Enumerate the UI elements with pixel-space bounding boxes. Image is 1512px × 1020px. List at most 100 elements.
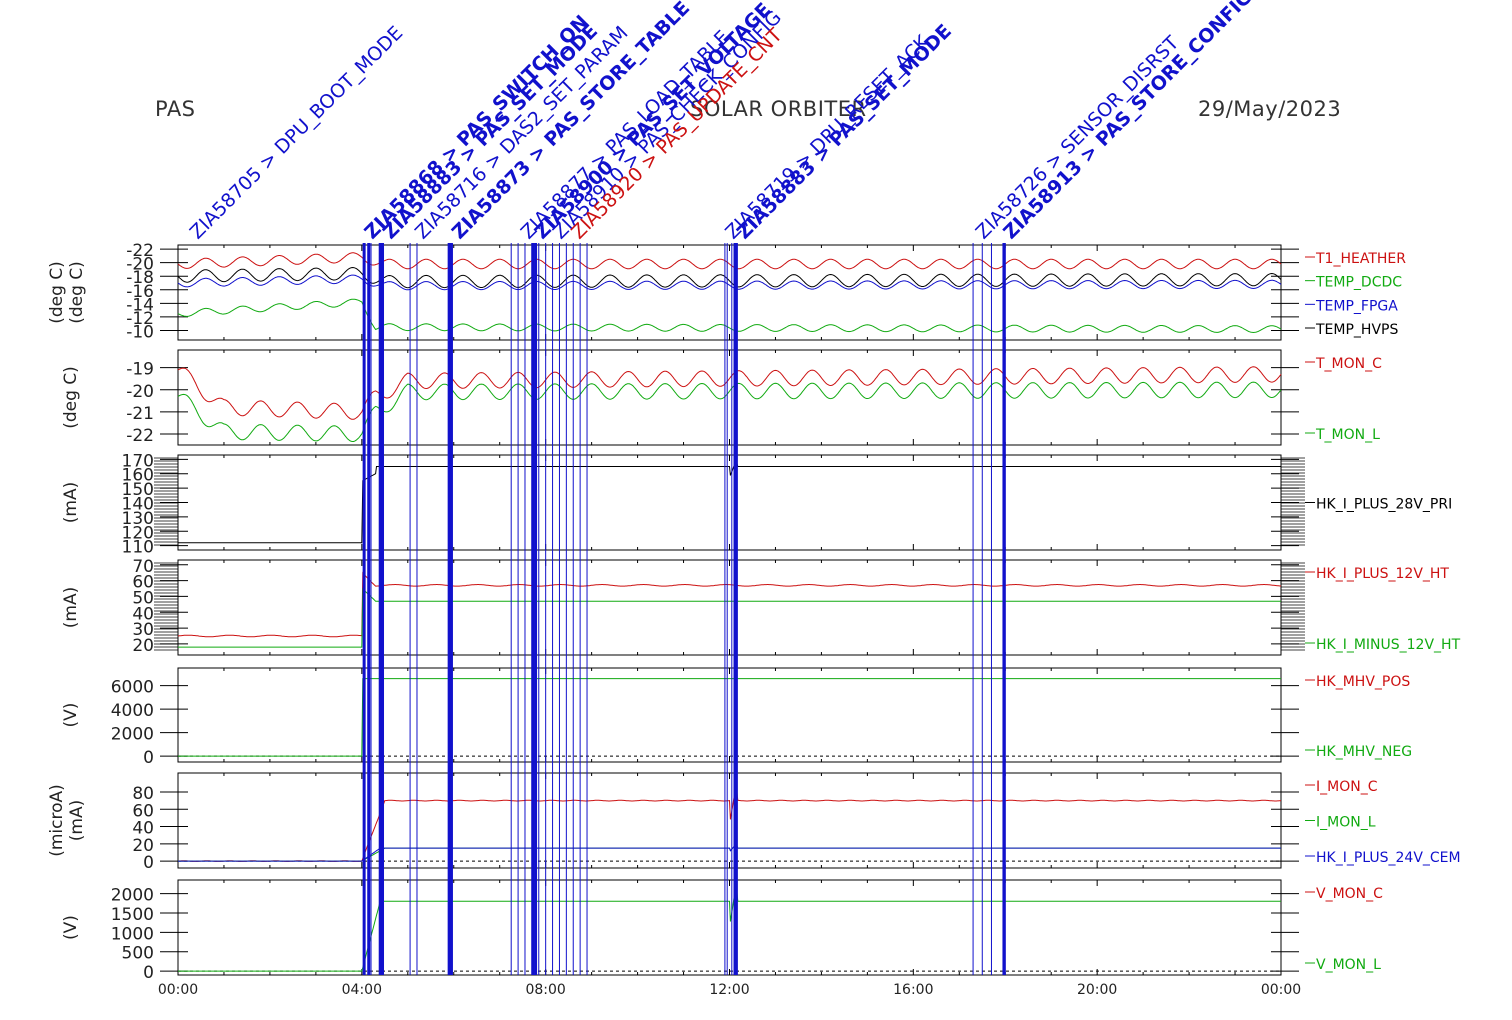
legend-label: HK_I_MINUS_12V_HT [1316,637,1461,653]
legend-label: T_MON_C [1315,356,1382,372]
y-tick-label: 150 [122,480,154,500]
y-axis-label: (V) [61,703,81,728]
y-tick-label: 0 [143,963,154,983]
legend-label: TEMP_DCDC [1315,275,1402,291]
legend-label: V_MON_C [1316,886,1383,902]
series-line-hk_i_plus_12v_ht [177,571,1281,638]
series-line-t_mon_l [177,381,1282,442]
y-tick-label: 140 [122,495,154,515]
y-tick-label: -16 [126,282,154,302]
panel-frame [177,244,1282,341]
x-tick-label: 16:00 [893,982,933,998]
y-tick-label: 0 [143,748,154,768]
panel-2: -19-20-21-22 (deg C) T_MON_C T_MON_L [61,349,1382,446]
series-line-hk_i_plus_28v_pri [178,459,1281,544]
y-axis-label: (V) [61,915,81,940]
y-tick-label: 110 [122,538,154,558]
y-tick-label: 50 [132,588,154,608]
series-line-temp_dcdc [177,298,1282,334]
series-line-temp_hvps [177,266,1282,289]
y-tick-label: 1000 [111,924,154,944]
event-label: ZIA58726 > SENSOR_DISRST [972,32,1184,244]
y-tick-label: 6000 [111,678,154,698]
y-tick-label: 60 [132,573,154,593]
y-tick-label: 30 [132,620,154,640]
y-axis-label: (mA) [61,587,81,628]
y-axis-label: (mA) [67,800,87,841]
series-line-hk_i_plus_24v_cem [178,843,1281,862]
legend-label: HK_MHV_NEG [1316,744,1412,760]
y-tick-label: -14 [126,295,154,315]
series-line-v_mon_l [178,884,1281,972]
y-tick-label: 0 [143,853,154,873]
legend-label: HK_I_PLUS_24V_CEM [1316,850,1461,866]
legend-label: T_MON_L [1315,427,1380,443]
y-tick-label: 2000 [111,886,154,906]
legend-label: V_MON_L [1316,957,1381,973]
x-tick-label: 04:00 [342,982,382,998]
panel-frame [177,349,1282,446]
y-tick-label: 20 [132,836,154,856]
y-tick-label: 130 [122,509,154,529]
y-axis-label: (deg C) [67,261,87,324]
event-label: ZIA58705 > DPU_BOOT_MODE [186,22,408,244]
y-axis-label: (microA) [47,784,67,857]
mission-title: SOLAR ORBITER [690,97,867,121]
y-tick-label: 2000 [111,725,154,745]
y-tick-label: 1500 [111,905,154,925]
y-tick-label: 60 [132,801,154,821]
legend-label: HK_I_PLUS_12V_HT [1316,566,1449,582]
y-tick-label: 20 [132,636,154,656]
y-tick-label: 4000 [111,701,154,721]
legend-label: TEMP_FPGA [1315,298,1398,314]
legend-label: HK_MHV_POS [1316,674,1410,690]
panel-frame [177,559,1282,656]
panel-5: 6000 4000 2000 0 (V) HK_MHV_POS HK_MHV_NEG [61,667,1412,768]
y-axis-label: (deg C) [61,366,81,429]
y-tick-label: -12 [126,309,154,329]
y-tick-label: -22 [126,241,154,261]
y-tick-label: -10 [126,323,154,343]
date-label: 29/May/2023 [1198,97,1342,121]
y-tick-label: -21 [126,404,154,424]
panel-frame [177,879,1282,976]
y-tick-label: -18 [126,268,154,288]
x-tick-label: 00:00 [158,982,198,998]
panel-1: -10-12-14-16-18-20-22 (deg C) (deg C) T1_HE… [47,241,1406,342]
y-tick-label: -20 [126,255,154,275]
x-tick-label: 12:00 [709,982,749,998]
legend-label: I_MON_L [1316,815,1376,831]
series-line-t_mon_c [177,366,1282,420]
y-tick-label: 120 [122,523,154,543]
y-tick-label: 40 [132,604,154,624]
y-tick-label: 70 [132,557,154,577]
panel-frame [177,667,1282,763]
legend-label: HK_I_PLUS_28V_PRI [1316,497,1452,513]
x-tick-label: 20:00 [1077,982,1117,998]
y-tick-label: 80 [132,784,154,804]
legend-label: T1_HEATHER [1315,251,1406,267]
y-tick-label: -19 [126,360,154,380]
legend-label: I_MON_C [1316,779,1378,795]
y-tick-label: 500 [122,944,154,964]
legend-label: TEMP_HVPS [1315,322,1398,338]
series-line-hk_mhv_neg [178,678,1281,757]
series-line-t1_heather [177,252,1282,270]
panel-frame [177,772,1282,869]
y-axis-label: (mA) [61,482,81,523]
y-tick-label: 40 [132,819,154,839]
y-tick-label: -20 [126,382,154,402]
x-tick-label: 08:00 [525,982,565,998]
y-axis-label: (deg C) [47,261,67,324]
y-tick-label: 160 [122,466,154,486]
instrument-label: PAS [155,97,196,121]
event-label: ZIA58913 > PAS_STORE_CONFIG [999,0,1257,244]
series-line-i_mon_l [178,843,1281,862]
y-tick-label: 170 [122,451,154,471]
